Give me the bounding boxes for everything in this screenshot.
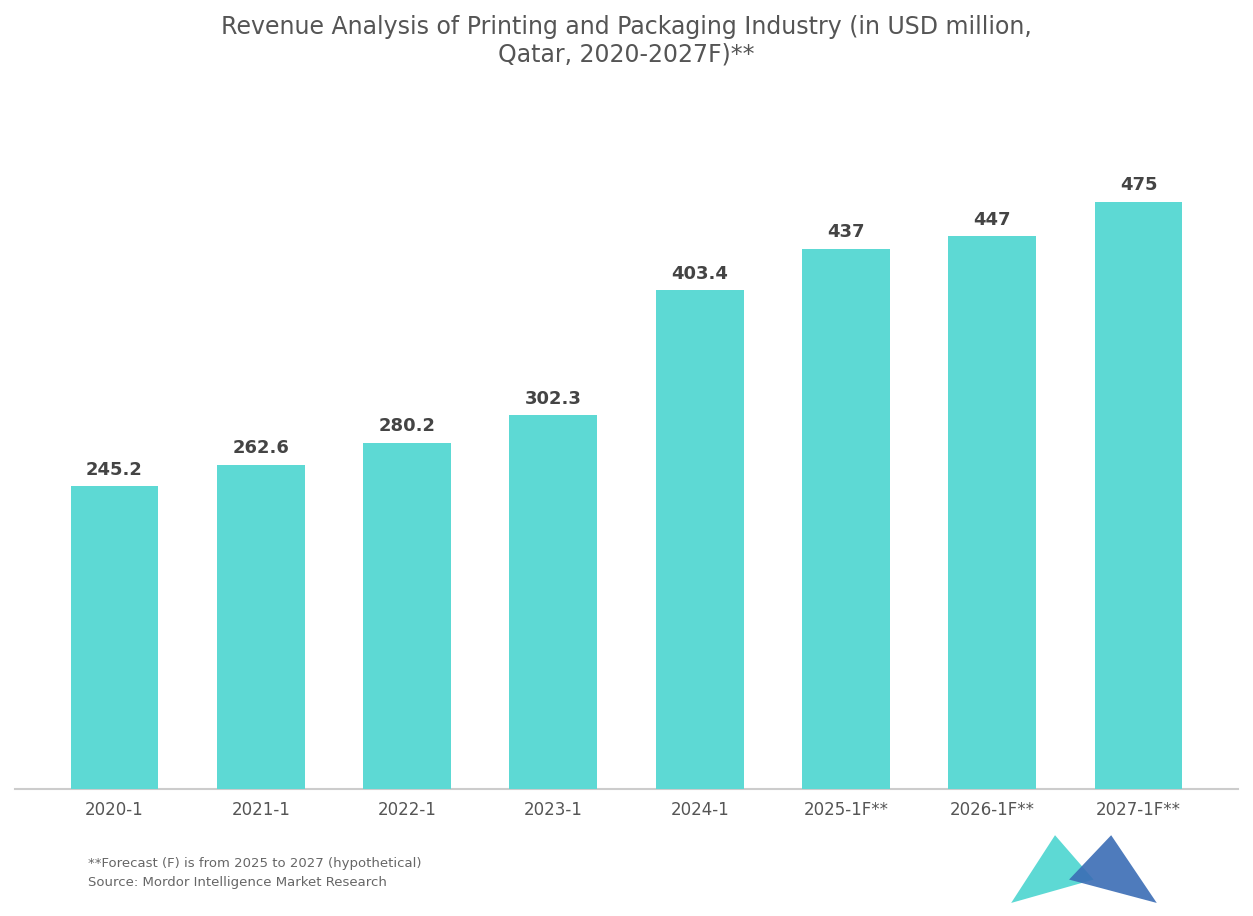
Text: 403.4: 403.4 bbox=[672, 265, 728, 283]
Polygon shape bbox=[1011, 835, 1094, 903]
Bar bbox=[70, 486, 158, 790]
Text: 437: 437 bbox=[827, 224, 865, 241]
Bar bbox=[1095, 202, 1183, 790]
Text: 245.2: 245.2 bbox=[86, 461, 143, 479]
Title: Revenue Analysis of Printing and Packaging Industry (in USD million,
Qatar, 2020: Revenue Analysis of Printing and Packagi… bbox=[221, 15, 1032, 67]
Bar bbox=[655, 290, 743, 790]
Bar bbox=[217, 464, 304, 790]
Text: 280.2: 280.2 bbox=[378, 418, 436, 435]
Text: 475: 475 bbox=[1120, 176, 1158, 194]
Text: 447: 447 bbox=[974, 211, 1011, 229]
Bar bbox=[363, 442, 451, 790]
Bar bbox=[949, 236, 1036, 790]
Bar bbox=[802, 249, 890, 790]
Text: **Forecast (F) is from 2025 to 2027 (hypothetical)
Source: Mordor Intelligence M: **Forecast (F) is from 2025 to 2027 (hyp… bbox=[88, 856, 421, 889]
Polygon shape bbox=[1069, 835, 1157, 903]
Text: 302.3: 302.3 bbox=[525, 390, 581, 408]
Text: 262.6: 262.6 bbox=[232, 439, 289, 457]
Bar bbox=[510, 415, 598, 790]
